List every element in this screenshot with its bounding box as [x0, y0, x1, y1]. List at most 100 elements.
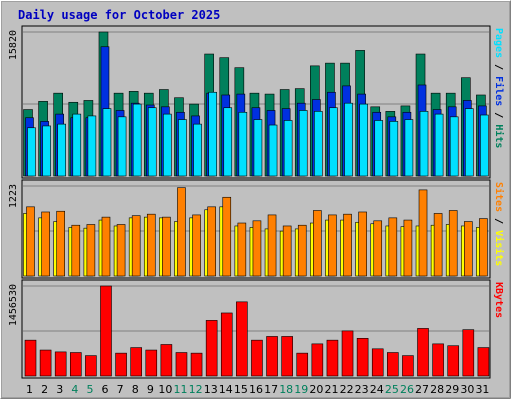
panel-bottom-kbytes-bar-3 — [54, 351, 67, 377]
panel-middle-sites-bar-28 — [433, 213, 443, 277]
panel-top-pages-bar-3 — [57, 123, 66, 177]
panel-middle-sites-bar-30 — [464, 221, 473, 277]
panel-top-pages-bar-14 — [223, 107, 233, 177]
panel-top-pages-bar-2 — [42, 125, 51, 177]
panel-middle-sites-bar-1 — [26, 206, 35, 277]
day-label-27: 27 — [415, 383, 429, 396]
day-label-12: 12 — [189, 383, 203, 396]
day-label-10: 10 — [158, 383, 172, 396]
day-label-31: 31 — [475, 383, 489, 396]
day-label-13: 13 — [204, 383, 218, 396]
panel-bottom-kbytes-bar-19 — [296, 352, 309, 377]
panel-top-pages-bar-6 — [102, 108, 112, 177]
panel-middle-sites-bar-2 — [41, 211, 50, 277]
panel-top-pages-bar-31 — [480, 114, 489, 177]
panel-top-pages-bar-13 — [208, 91, 217, 177]
panel-middle-sites-bar-20 — [313, 210, 322, 277]
panel-bottom-kbytes-bar-22 — [341, 330, 354, 377]
panel-bottom-kbytes-bar-20 — [311, 343, 324, 377]
day-label-2: 2 — [41, 383, 48, 396]
panel-bottom-kbytes-bar-23 — [356, 338, 369, 377]
panel-middle-sites-bar-26 — [403, 219, 413, 277]
panel-bottom-kbytes-bar-5 — [85, 355, 97, 377]
panel-bottom-kbytes-bar-21 — [326, 339, 339, 377]
panel-bottom-kbytes-bar-6 — [100, 285, 112, 377]
panel-middle-sites-bar-17 — [267, 214, 277, 277]
panel-middle-sites-bar-29 — [448, 210, 458, 277]
day-label-15: 15 — [234, 383, 248, 396]
panel-top-pages-bar-10 — [163, 113, 172, 177]
panel-middle-legend-item: / — [493, 212, 504, 230]
day-label-25: 25 — [385, 383, 399, 396]
panel-bottom-kbytes-bar-4 — [69, 352, 82, 377]
panel-middle-legend-item: Sites — [493, 182, 505, 212]
panel-top-pages-bar-5 — [87, 115, 97, 177]
day-label-16: 16 — [249, 383, 263, 396]
panel-bottom-kbytes-bar-1 — [24, 339, 37, 377]
panel-top-pages-bar-18 — [283, 120, 293, 177]
panel-top-pages-bar-30 — [465, 108, 474, 177]
panel-middle-sites-bar-7 — [116, 224, 126, 277]
day-label-18: 18 — [279, 383, 293, 396]
panel-top-pages-bar-1 — [27, 127, 36, 177]
panel-middle-sites-bar-18 — [282, 225, 292, 277]
panel-middle-sites-bar-3 — [56, 210, 65, 277]
day-label-19: 19 — [294, 383, 308, 396]
panel-top-pages-bar-27 — [419, 111, 429, 177]
panel-bottom-kbytes-bar-28 — [432, 343, 444, 377]
panel-top-pages-bar-23 — [359, 103, 368, 177]
panel-middle-sites-bar-19 — [297, 224, 307, 277]
day-label-8: 8 — [132, 383, 139, 396]
panel-middle-sites-bar-22 — [343, 213, 352, 277]
panel-bottom-kbytes-bar-16 — [251, 339, 263, 377]
panel-top-legend-item: / — [493, 106, 504, 124]
day-label-14: 14 — [219, 383, 233, 396]
panel-top-legend-item: Files — [493, 76, 505, 106]
panel-middle-sites-bar-9 — [146, 213, 156, 277]
chart-title: Daily usage for October 2025 — [18, 8, 220, 22]
panel-bottom-kbytes-bar-27 — [417, 328, 429, 377]
panel-bottom-kbytes-bar-8 — [130, 347, 142, 377]
panel-bottom-kbytes-bar-9 — [145, 349, 158, 377]
panel-bottom-kbytes-bar-31 — [477, 347, 490, 377]
panel-bottom-kbytes-bar-11 — [175, 352, 188, 377]
day-label-17: 17 — [264, 383, 278, 396]
panel-middle-legend-item: Visits — [493, 230, 505, 266]
panel-top-pages-bar-25 — [389, 121, 399, 177]
panel-bottom-kbytes-bar-10 — [160, 344, 173, 377]
panel-middle-sites-bar-12 — [192, 214, 201, 277]
panel-top-pages-bar-20 — [314, 111, 323, 177]
panel-middle-sites-bar-10 — [162, 216, 171, 277]
day-label-23: 23 — [355, 383, 369, 396]
panel-bottom-legend: KBytes — [493, 282, 504, 318]
day-label-4: 4 — [71, 383, 78, 396]
panel-top-pages-bar-17 — [268, 124, 278, 177]
panel-top-pages-bar-26 — [404, 119, 414, 177]
panel-top-legend-item: Hits — [493, 124, 505, 148]
day-label-30: 30 — [460, 383, 474, 396]
panel-top-pages-bar-21 — [329, 107, 338, 177]
panel-bottom-legend-item: KBytes — [493, 282, 504, 318]
panel-bottom-kbytes-bar-29 — [447, 345, 460, 377]
panel-middle-sites-bar-31 — [479, 218, 488, 277]
panel-bottom-kbytes-bar-7 — [115, 352, 127, 377]
day-label-9: 9 — [147, 383, 154, 396]
panel-top-pages-bar-28 — [434, 113, 444, 177]
day-label-22: 22 — [340, 383, 354, 396]
panel-middle-sites-bar-8 — [131, 215, 141, 277]
panel-bottom-max-label: 1456530 — [8, 284, 19, 326]
panel-middle-sites-bar-24 — [373, 220, 383, 277]
day-label-11: 11 — [174, 383, 188, 396]
panel-top-max-label: 15820 — [8, 30, 19, 60]
day-label-3: 3 — [56, 383, 63, 396]
day-label-28: 28 — [430, 383, 444, 396]
panel-bottom-kbytes-bar-17 — [266, 336, 278, 377]
panel-middle-sites-bar-11 — [177, 187, 186, 277]
panel-middle-max-label: 1223 — [8, 184, 19, 208]
panel-top-pages-bar-19 — [298, 110, 308, 177]
day-label-29: 29 — [445, 383, 459, 396]
panel-middle-sites-bar-5 — [86, 224, 96, 277]
panel-middle-sites-bar-21 — [328, 214, 337, 277]
